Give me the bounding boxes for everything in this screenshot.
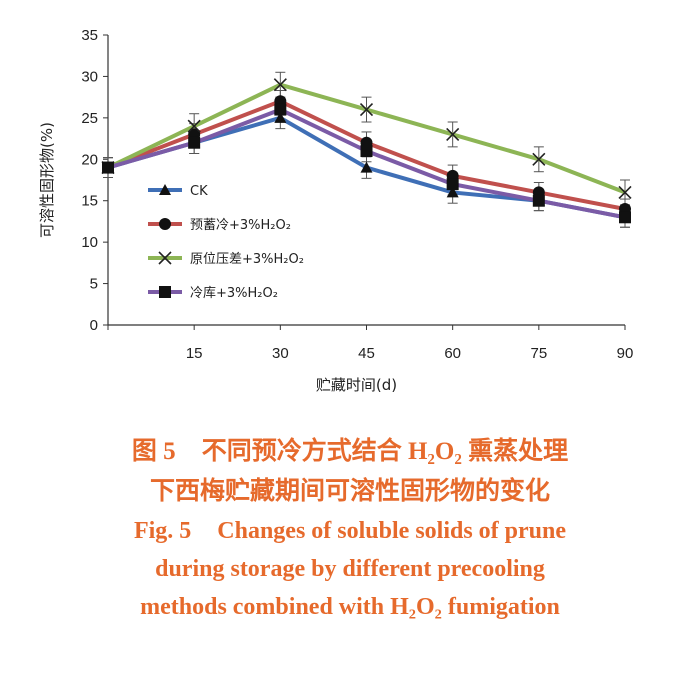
legend-label: 预蓄冷+3%H₂O₂ bbox=[190, 218, 291, 233]
x-tick-label: 30 bbox=[272, 345, 289, 362]
caption-en-label: Fig. 5 bbox=[133, 518, 192, 544]
data-point-3 bbox=[188, 136, 201, 149]
legend-marker bbox=[159, 218, 171, 230]
legend-marker bbox=[158, 251, 172, 265]
data-point-3 bbox=[102, 161, 114, 174]
data-point-2 bbox=[446, 127, 460, 141]
data-point-3 bbox=[619, 211, 631, 224]
x-tick-label: 45 bbox=[358, 345, 375, 362]
figure-caption: 图 5 不同预冷方式结合 H₂O₂ 熏蒸处理 下西梅贮藏期间可溶性固形物的变化 F… bbox=[0, 432, 700, 626]
data-point-0 bbox=[274, 111, 287, 123]
data-point-0 bbox=[446, 186, 459, 198]
x-tick-label: 60 bbox=[444, 345, 461, 362]
y-tick-label: 25 bbox=[81, 110, 98, 127]
data-point-3 bbox=[446, 178, 459, 191]
legend-marker bbox=[159, 184, 171, 195]
y-tick-label: 15 bbox=[81, 193, 98, 210]
caption-en-line-1: Fig. 5 Changes of soluble solids of prune bbox=[0, 512, 700, 550]
data-point-3 bbox=[360, 145, 373, 157]
caption-en-text-1: Changes of soluble solids of prune bbox=[217, 518, 567, 544]
caption-en-line-3: methods combined with H₂O₂ fumigation bbox=[140, 594, 560, 620]
legend-label: CK bbox=[190, 184, 208, 199]
legend-marker bbox=[159, 286, 171, 298]
data-point-0 bbox=[360, 161, 373, 173]
x-tick-label: 15 bbox=[186, 345, 203, 362]
y-tick-label: 35 bbox=[81, 27, 98, 44]
data-point-2 bbox=[187, 119, 201, 133]
legend-label: 原位压差+3%H₂O₂ bbox=[190, 252, 304, 267]
y-tick-label: 20 bbox=[81, 151, 98, 168]
caption-zh-label: 图 5 bbox=[131, 438, 176, 465]
y-axis-label: 可溶性固形物(%) bbox=[38, 122, 56, 238]
y-tick-label: 10 bbox=[81, 234, 98, 251]
data-point-2 bbox=[273, 78, 287, 92]
caption-zh-line-1: 图 5 不同预冷方式结合 H₂O₂ 熏蒸处理 bbox=[0, 432, 700, 472]
x-tick-label: 90 bbox=[617, 345, 634, 362]
data-point-2 bbox=[618, 185, 632, 199]
caption-zh-line-2: 下西梅贮藏期间可溶性固形物的变化 bbox=[149, 478, 550, 505]
y-tick-label: 0 bbox=[90, 317, 98, 334]
soluble-solids-line-chart: 0 5 10 15 20 25 30 35 15 30 45 60 75 90 贮藏时间(d) 可溶性固形物(… bbox=[38, 27, 634, 394]
data-point-2 bbox=[532, 152, 546, 166]
y-tick-label: 30 bbox=[81, 68, 98, 85]
caption-en-line-2: during storage by different precooling bbox=[155, 556, 545, 582]
x-axis-label: 贮藏时间(d) bbox=[316, 376, 397, 394]
data-point-3 bbox=[274, 103, 287, 116]
data-point-2 bbox=[359, 103, 374, 117]
legend-label: 冷库+3%H₂O₂ bbox=[190, 285, 278, 301]
y-tick-label: 5 bbox=[90, 276, 98, 293]
data-point-3 bbox=[532, 194, 545, 207]
caption-zh-text-1: 不同预冷方式结合 H₂O₂ 熏蒸处理 bbox=[201, 438, 569, 465]
x-tick-label: 75 bbox=[530, 345, 547, 362]
